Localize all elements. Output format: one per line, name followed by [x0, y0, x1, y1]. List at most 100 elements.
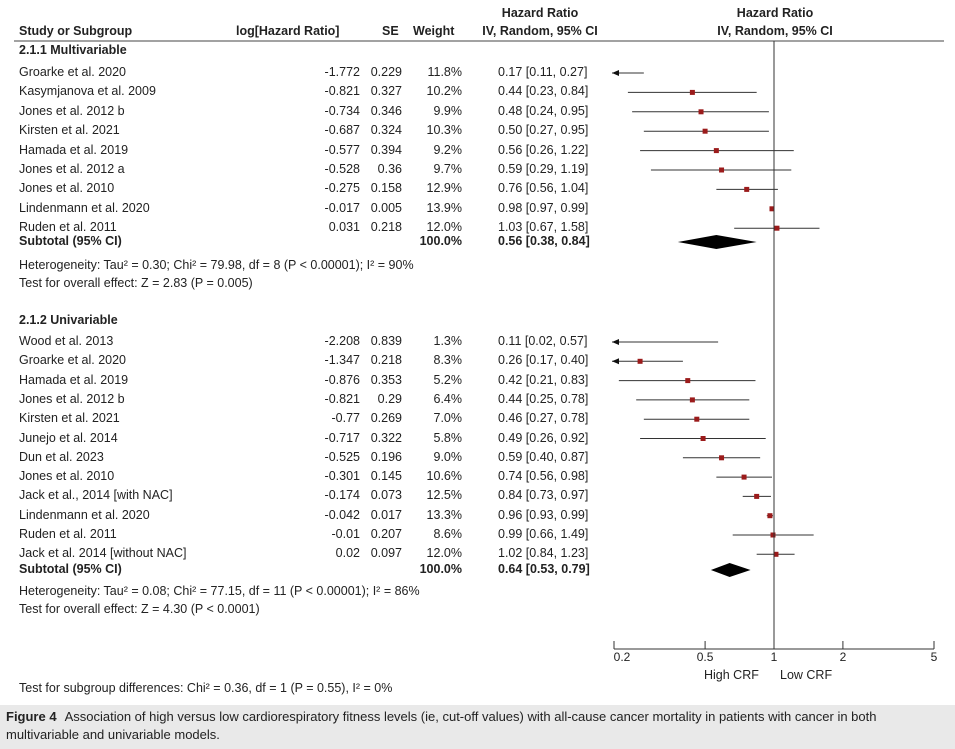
- figure-caption: Figure 4 Association of high versus low c…: [6, 708, 951, 744]
- point-estimate: [689, 397, 695, 403]
- forest-plot: 0.2 0.5 1 2 5: [14, 40, 944, 664]
- study-weight: 9.9%: [433, 103, 463, 118]
- ci-arrow: [612, 70, 619, 76]
- study-loghr: -0.577: [324, 142, 360, 157]
- subtotal-weight: 100.0%: [419, 562, 462, 576]
- study-loghr: -0.876: [324, 372, 360, 387]
- study-se: 0.218: [370, 353, 402, 368]
- plot-header-line1: Hazard Ratio: [736, 6, 814, 20]
- study-hr-ci: 0.44 [0.25, 0.78]: [498, 391, 589, 406]
- point-estimate: [702, 128, 708, 134]
- subgroup-title: 2.1.2 Univariable: [19, 313, 118, 327]
- col-header-hr-line1: Hazard Ratio: [501, 6, 579, 20]
- study-weight: 12.0%: [426, 220, 462, 235]
- col-header-se: SE: [382, 24, 399, 38]
- study-loghr: -0.717: [324, 430, 360, 445]
- plot-header-line2: IV, Random, 95% CI: [717, 24, 833, 38]
- study-weight: 8.6%: [433, 527, 463, 541]
- study-se: 0.394: [370, 142, 402, 157]
- subtotal-diamond: [677, 235, 757, 249]
- study-name: Jones et al. 2012 b: [19, 391, 125, 406]
- subtotal-hr-ci: 0.56 [0.38, 0.84]: [498, 234, 590, 248]
- study-se: 0.346: [370, 103, 402, 118]
- figure-label: Figure 4: [6, 709, 57, 724]
- study-loghr: -0.528: [324, 162, 360, 176]
- point-estimate: [767, 513, 773, 519]
- study-se: 0.097: [370, 546, 402, 561]
- study-weight: 5.2%: [433, 372, 463, 387]
- study-weight: 8.3%: [433, 353, 463, 368]
- overall-effect-test: Test for overall effect: Z = 4.30 (P < 0…: [19, 602, 260, 616]
- subtotal-label: Subtotal (95% CI): [19, 562, 122, 576]
- study-loghr: -0.77: [331, 411, 361, 426]
- study-loghr: -0.042: [324, 507, 360, 522]
- point-estimate: [637, 358, 643, 364]
- study-hr-ci: 0.56 [0.26, 1.22]: [498, 142, 589, 157]
- study-name: Groarke et al. 2020: [19, 65, 127, 79]
- subgroup-title: 2.1.1 Multivariable: [19, 43, 127, 57]
- study-loghr: -0.174: [324, 488, 360, 503]
- study-hr-ci: 1.02 [0.84, 1.23]: [498, 546, 589, 561]
- study-hr-ci: 0.84 [0.73, 0.97]: [498, 488, 589, 503]
- ci-arrow: [612, 339, 619, 345]
- study-se: 0.005: [370, 200, 402, 215]
- col-header-hr-line2: IV, Random, 95% CI: [482, 24, 598, 38]
- point-estimate: [744, 186, 750, 192]
- study-weight: 1.3%: [433, 334, 463, 348]
- favours-left-label: High CRF: [704, 668, 759, 682]
- study-name: Ruden et al. 2011: [19, 220, 117, 235]
- study-loghr: -1.772: [324, 65, 360, 79]
- study-weight: 9.7%: [433, 162, 463, 176]
- study-loghr: -2.208: [324, 334, 360, 348]
- study-weight: 10.2%: [426, 84, 462, 99]
- col-header-study: Study or Subgroup: [19, 24, 133, 38]
- study-name: Hamada et al. 2019: [19, 142, 129, 157]
- study-name: Kirsten et al. 2021: [19, 411, 120, 426]
- point-estimate: [770, 532, 776, 538]
- study-weight: 9.0%: [433, 449, 463, 464]
- study-name: Kirsten et al. 2021: [19, 123, 120, 138]
- study-hr-ci: 1.03 [0.67, 1.58]: [498, 220, 589, 235]
- col-header-loghr: log[Hazard Ratio]: [236, 24, 340, 38]
- study-loghr: -0.01: [331, 527, 361, 541]
- point-estimate: [774, 225, 780, 231]
- study-loghr: -0.301: [324, 469, 360, 484]
- study-loghr: -0.525: [324, 449, 360, 464]
- x-tick-label: 5: [931, 650, 938, 664]
- subtotal-label: Subtotal (95% CI): [19, 234, 122, 248]
- study-se: 0.269: [370, 411, 402, 426]
- subtotal-weight: 100.0%: [419, 234, 462, 248]
- ci-arrow: [612, 358, 619, 365]
- study-hr-ci: 0.17 [0.11, 0.27]: [498, 65, 588, 79]
- study-name: Lindenmann et al. 2020: [19, 200, 150, 215]
- subgroup-test: Test for subgroup differences: Chi² = 0.…: [19, 681, 393, 695]
- point-estimate: [685, 378, 691, 384]
- study-name: Jack et al. 2014 [without NAC]: [19, 546, 187, 561]
- study-name: Groarke et al. 2020: [19, 353, 127, 368]
- study-weight: 10.6%: [426, 469, 462, 484]
- study-weight: 13.3%: [426, 507, 462, 522]
- study-se: 0.145: [370, 469, 402, 484]
- study-weight: 12.5%: [426, 488, 462, 503]
- study-hr-ci: 0.74 [0.56, 0.98]: [498, 469, 589, 484]
- study-weight: 5.8%: [433, 430, 463, 445]
- study-weight: 12.9%: [426, 181, 462, 196]
- study-loghr: 0.031: [328, 220, 360, 235]
- study-name: Ruden et al. 2011: [19, 527, 117, 541]
- study-hr-ci: 0.44 [0.23, 0.84]: [498, 84, 589, 99]
- study-hr-ci: 0.48 [0.24, 0.95]: [498, 103, 589, 118]
- point-estimate: [698, 109, 704, 115]
- x-tick-label: 0.5: [697, 650, 714, 664]
- subtotal-diamond: [710, 563, 751, 577]
- study-weight: 12.0%: [426, 546, 462, 561]
- study-weight: 11.8%: [427, 65, 462, 79]
- study-name: Jones et al. 2010: [19, 181, 115, 196]
- study-name: Jack et al., 2014 [with NAC]: [19, 488, 173, 503]
- study-se: 0.839: [370, 334, 402, 348]
- x-tick-label: 1: [771, 650, 778, 664]
- study-weight: 7.0%: [433, 411, 463, 426]
- study-se: 0.073: [370, 488, 402, 503]
- study-name: Lindenmann et al. 2020: [19, 507, 150, 522]
- study-weight: 6.4%: [433, 391, 463, 406]
- study-se: 0.207: [370, 527, 402, 541]
